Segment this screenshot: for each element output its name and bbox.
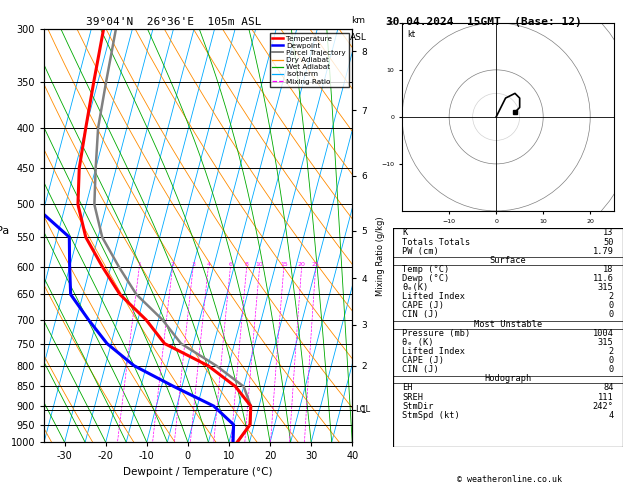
Text: ASL: ASL [350,34,367,42]
Text: 20: 20 [298,262,306,267]
Text: Lifted Index: Lifted Index [403,292,465,301]
Text: K: K [403,228,408,238]
X-axis label: Dewpoint / Temperature (°C): Dewpoint / Temperature (°C) [123,467,273,477]
Text: kt: kt [407,30,415,39]
Text: 30.04.2024  15GMT  (Base: 12): 30.04.2024 15GMT (Base: 12) [386,17,582,27]
Text: 1: 1 [137,262,142,267]
Text: 13: 13 [603,228,613,238]
Text: 25: 25 [312,262,320,267]
Y-axis label: hPa: hPa [0,226,9,236]
Text: Mixing Ratio (g/kg): Mixing Ratio (g/kg) [376,217,385,296]
Text: 3: 3 [191,262,195,267]
Text: 1.79: 1.79 [593,247,613,256]
Text: 4: 4 [608,411,613,420]
Text: Lifted Index: Lifted Index [403,347,465,356]
Text: CIN (J): CIN (J) [403,365,439,374]
Legend: Temperature, Dewpoint, Parcel Trajectory, Dry Adiabat, Wet Adiabat, Isotherm, Mi: Temperature, Dewpoint, Parcel Trajectory… [269,33,348,87]
Text: θₑ (K): θₑ (K) [403,338,434,347]
Text: StmDir: StmDir [403,401,434,411]
Text: θₑ(K): θₑ(K) [403,283,428,292]
Text: Pressure (mb): Pressure (mb) [403,329,470,338]
Text: LCL: LCL [355,405,370,415]
Text: Totals Totals: Totals Totals [403,238,470,246]
Text: PW (cm): PW (cm) [403,247,439,256]
Text: 242°: 242° [593,401,613,411]
Text: 111: 111 [598,393,613,401]
Text: Most Unstable: Most Unstable [474,320,542,329]
Text: Surface: Surface [489,256,526,265]
Text: Dewp (°C): Dewp (°C) [403,274,450,283]
Text: Hodograph: Hodograph [484,374,532,383]
Text: StmSpd (kt): StmSpd (kt) [403,411,460,420]
Text: 4: 4 [206,262,210,267]
Text: 315: 315 [598,338,613,347]
Text: 0: 0 [608,365,613,374]
Text: 84: 84 [603,383,613,392]
Text: 50: 50 [603,238,613,246]
Text: 8: 8 [245,262,248,267]
Text: 0: 0 [608,356,613,365]
Text: 315: 315 [598,283,613,292]
Text: 0: 0 [608,311,613,319]
Text: © weatheronline.co.uk: © weatheronline.co.uk [457,474,562,484]
Text: 6: 6 [228,262,232,267]
Text: 0: 0 [608,301,613,311]
Text: 39°04'N  26°36'E  105m ASL: 39°04'N 26°36'E 105m ASL [86,17,261,27]
Text: 18: 18 [603,265,613,274]
Text: 2: 2 [608,292,613,301]
Text: 10: 10 [256,262,264,267]
Text: 15: 15 [280,262,287,267]
Text: CIN (J): CIN (J) [403,311,439,319]
Text: 11.6: 11.6 [593,274,613,283]
Text: SREH: SREH [403,393,423,401]
Text: Temp (°C): Temp (°C) [403,265,450,274]
Text: 2: 2 [170,262,175,267]
Text: CAPE (J): CAPE (J) [403,301,444,311]
Text: km: km [352,16,365,25]
Text: EH: EH [403,383,413,392]
Text: CAPE (J): CAPE (J) [403,356,444,365]
Text: 2: 2 [608,347,613,356]
Text: 1004: 1004 [593,329,613,338]
